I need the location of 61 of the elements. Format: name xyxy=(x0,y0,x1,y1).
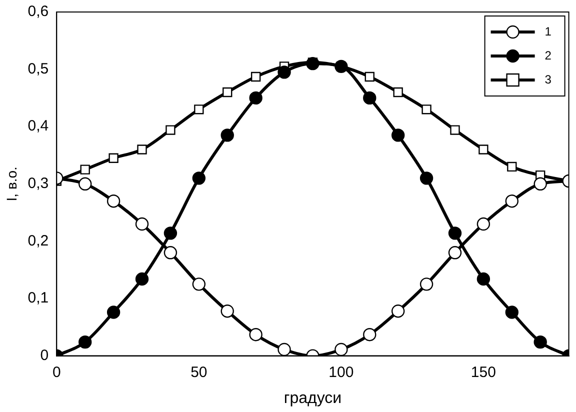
point xyxy=(250,72,261,82)
point xyxy=(166,125,176,135)
point xyxy=(135,272,149,286)
x-tick-label: 50 xyxy=(190,364,208,381)
y-tick-label: 0,3 xyxy=(28,175,49,192)
point xyxy=(448,246,462,260)
point xyxy=(476,272,490,286)
y-tick-label: 0,6 xyxy=(28,3,49,20)
x-tick-label: 100 xyxy=(328,364,354,381)
point xyxy=(278,342,291,356)
point xyxy=(106,306,120,319)
point xyxy=(249,328,262,342)
point xyxy=(249,91,262,105)
point xyxy=(534,335,547,349)
x-tick-label: 150 xyxy=(470,364,496,381)
y-tick-label: 0,4 xyxy=(28,118,49,135)
point xyxy=(420,278,434,291)
y-tick-label: 0 xyxy=(40,346,49,364)
point xyxy=(450,125,460,135)
y-axis-title: I, в.о. xyxy=(3,166,20,202)
point xyxy=(505,306,518,319)
point xyxy=(80,164,90,174)
point xyxy=(364,72,374,82)
point xyxy=(391,304,405,318)
point xyxy=(192,172,206,185)
point xyxy=(334,342,348,356)
legend-label: 1 xyxy=(544,24,552,38)
y-tick-label: 0,5 xyxy=(28,60,49,78)
y-tick-label: 0,1 xyxy=(28,290,49,307)
point xyxy=(393,87,403,98)
legend-label: 2 xyxy=(544,48,552,62)
point xyxy=(363,328,376,342)
x-tick-label: 0 xyxy=(52,364,61,381)
point xyxy=(192,278,206,291)
point xyxy=(420,172,434,185)
y-tick-label: 0,2 xyxy=(28,232,49,250)
point xyxy=(476,217,490,231)
point xyxy=(534,177,547,190)
x-axis-title: градуси xyxy=(284,390,342,407)
point xyxy=(363,91,376,105)
point xyxy=(448,226,462,240)
point xyxy=(78,335,92,349)
point xyxy=(505,194,518,208)
point xyxy=(78,177,92,190)
point xyxy=(306,56,320,70)
point xyxy=(137,144,147,154)
point xyxy=(194,104,204,114)
point xyxy=(507,162,517,172)
point xyxy=(222,87,232,98)
legend-label: 3 xyxy=(544,72,552,86)
point xyxy=(108,153,118,163)
point xyxy=(106,194,120,208)
point xyxy=(220,128,234,142)
point xyxy=(422,104,432,114)
point xyxy=(278,66,291,79)
point xyxy=(220,304,234,318)
point xyxy=(391,128,405,142)
point xyxy=(164,246,178,260)
point xyxy=(478,144,488,154)
point xyxy=(164,226,178,240)
point xyxy=(135,217,149,231)
